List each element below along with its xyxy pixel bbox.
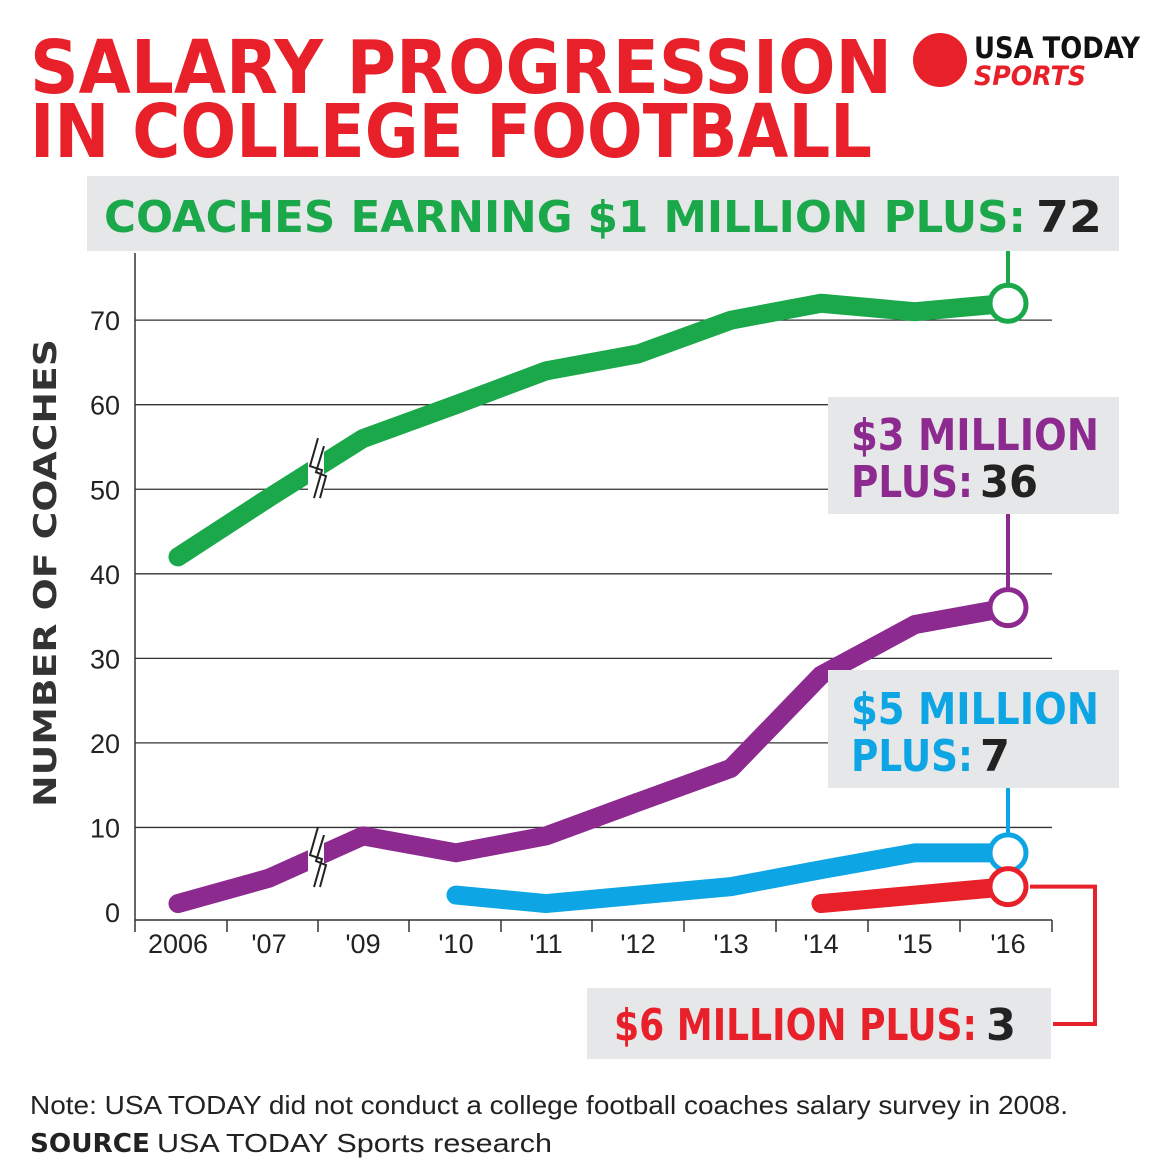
y-tick-0: 0 xyxy=(105,898,120,928)
callout-box-five-million xyxy=(828,670,1119,788)
data-point-six_million-7 xyxy=(820,903,822,905)
logo-line1: USA TODAY xyxy=(974,31,1141,65)
data-point-three_million-5 xyxy=(637,801,639,803)
data-point-five_million-5 xyxy=(637,894,639,896)
callout-value-three-million: 36 xyxy=(980,457,1038,508)
axis-break-markers xyxy=(308,437,328,888)
endpoint-six_million xyxy=(987,866,1029,908)
callout-box-one-million xyxy=(87,176,1119,251)
data-point-three_million-3 xyxy=(455,852,457,854)
source-text: USA TODAY Sports research xyxy=(157,1128,552,1158)
y-tick-10: 10 xyxy=(90,813,120,843)
axis-break-line-a-one_million xyxy=(308,437,324,499)
chart-title-line1: SALARY PROGRESSION xyxy=(30,25,892,111)
callout-value-five-million: 7 xyxy=(980,731,1010,782)
data-point-five_million-6 xyxy=(730,886,732,888)
callout-value-six-million: 3 xyxy=(986,1000,1016,1051)
x-tick-label-2: '09 xyxy=(345,929,380,959)
callout-five-million: $5 MILLION PLUS: 7 xyxy=(828,670,1119,788)
axis-break-three_million xyxy=(308,826,328,888)
data-point-three_million-0 xyxy=(177,903,179,905)
callout-label-three-million-line2: PLUS: xyxy=(851,457,973,508)
data-point-three_million-8 xyxy=(914,624,916,626)
data-point-one_million-5 xyxy=(637,353,639,355)
series-endpoints xyxy=(987,282,1029,908)
data-point-one_million-1 xyxy=(268,497,270,499)
y-tick-70: 70 xyxy=(90,306,120,336)
callout-six-million: $6 MILLION PLUS: 3 xyxy=(587,988,1051,1059)
callout-box-six-million xyxy=(587,988,1051,1059)
callout-three-million: $3 MILLION PLUS: 36 xyxy=(828,397,1119,514)
chart-title-line2: IN COLLEGE FOOTBALL xyxy=(30,89,872,175)
data-point-one_million-4 xyxy=(545,370,547,372)
y-tick-40: 40 xyxy=(90,560,120,590)
data-point-one_million-8 xyxy=(914,311,916,313)
usa-today-logo: USA TODAY SPORTS xyxy=(913,31,1141,92)
callout-label-five-million-line2: PLUS: xyxy=(851,731,973,782)
data-point-one_million-0 xyxy=(177,556,179,558)
callout-label-three-million-line1: $3 MILLION xyxy=(851,410,1099,461)
x-tick-label-6: '13 xyxy=(713,929,748,959)
callout-label-five-million-line1: $5 MILLION xyxy=(851,684,1099,735)
callout-value-one-million: 72 xyxy=(1036,192,1102,243)
y-tick-20: 20 xyxy=(90,729,120,759)
x-tick-label-1: '07 xyxy=(251,929,286,959)
logo-line2: SPORTS xyxy=(974,61,1086,92)
data-point-three_million-1 xyxy=(268,877,270,879)
callout-connectors xyxy=(1006,251,1097,1026)
data-point-three_million-7 xyxy=(820,674,822,676)
data-point-three_million-6 xyxy=(730,767,732,769)
series-lines xyxy=(168,293,1018,914)
survey-note: Note: USA TODAY did not conduct a colleg… xyxy=(30,1090,1068,1120)
axis-break-line-a-three_million xyxy=(308,826,324,888)
connector-six-million xyxy=(1030,884,1097,1026)
axis-break-line-b-three_million xyxy=(314,834,328,888)
data-point-three_million-4 xyxy=(545,835,547,837)
data-point-five_million-7 xyxy=(820,869,822,871)
y-tick-labels: 0 10 20 30 40 50 60 70 xyxy=(90,306,120,928)
x-tick-label-8: '15 xyxy=(897,929,932,959)
y-axis-label: NUMBER OF COACHES xyxy=(28,339,64,807)
axes xyxy=(134,253,1052,921)
source-label: SOURCE xyxy=(30,1129,150,1159)
x-tick-label-0: 2006 xyxy=(148,929,208,959)
logo-dot-icon xyxy=(913,33,967,87)
data-point-five_million-8 xyxy=(914,852,916,854)
y-tick-30: 30 xyxy=(90,644,120,674)
x-tick-label-9: '16 xyxy=(990,929,1025,959)
data-point-six_million-8 xyxy=(914,894,916,896)
y-tick-60: 60 xyxy=(90,391,120,421)
axis-break-line-b-one_million xyxy=(314,445,328,499)
callout-label-six-million: $6 MILLION PLUS: xyxy=(614,1000,977,1051)
x-tick-label-5: '12 xyxy=(620,929,655,959)
x-tick-label-4: '11 xyxy=(529,929,562,959)
endpoint-five_million xyxy=(987,832,1029,874)
data-point-one_million-3 xyxy=(455,404,457,406)
endpoint-one_million xyxy=(987,282,1029,324)
callout-box-three-million xyxy=(828,397,1119,514)
data-point-one_million-7 xyxy=(820,302,822,304)
callout-label-one-million: COACHES EARNING $1 MILLION PLUS: xyxy=(104,192,1026,243)
axis-break-one_million xyxy=(308,437,328,499)
x-tick-labels: 2006 '07 '09 '10 '11 '12 '13 '14 '15 '16 xyxy=(134,920,1053,959)
x-tick-label-3: '10 xyxy=(438,929,473,959)
y-tick-50: 50 xyxy=(90,475,120,505)
endpoint-three_million xyxy=(987,587,1029,629)
data-point-three_million-2 xyxy=(362,835,364,837)
data-point-one_million-6 xyxy=(730,319,732,321)
data-point-five_million-4 xyxy=(545,903,547,905)
data-point-one_million-2 xyxy=(362,438,364,440)
callout-one-million: COACHES EARNING $1 MILLION PLUS: 72 xyxy=(87,176,1119,251)
x-tick-label-7: '14 xyxy=(803,929,838,959)
data-point-five_million-3 xyxy=(455,894,457,896)
